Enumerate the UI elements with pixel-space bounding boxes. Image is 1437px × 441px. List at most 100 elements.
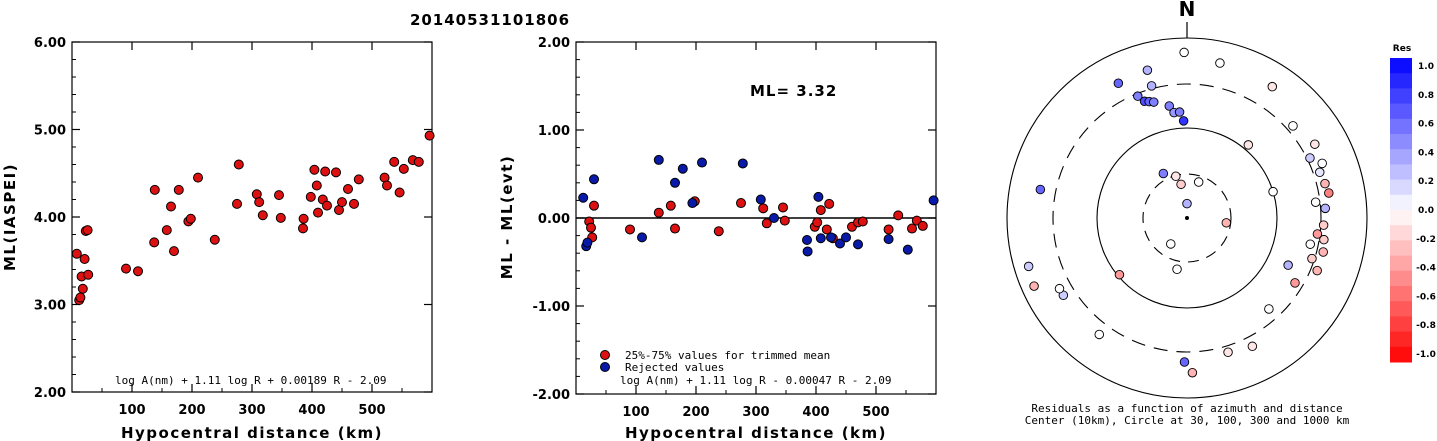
data-point [398,163,409,174]
data-point [185,213,196,224]
colorbar-cell [1390,255,1412,272]
left-data-points [71,130,435,306]
station-residual-point [1054,283,1065,294]
data-point [586,222,596,233]
rejected-point [815,233,826,244]
data-point [413,156,424,167]
data-point [349,198,359,209]
station-residual-point [1114,269,1125,280]
data-point [149,237,160,248]
rejected-point [928,195,939,206]
data-point [424,130,435,141]
rejected-point [826,232,836,243]
station-residual-point [1193,177,1204,187]
colorbar-cell [1390,346,1412,363]
colorbar-cell [1390,58,1412,74]
data-point [166,201,176,212]
colorbar-tick-label: 0.4 [1418,148,1434,158]
data-point [274,190,284,201]
station-residual-point [1223,347,1233,358]
data-point [173,184,184,195]
data-point [322,200,332,211]
station-residual-point [1310,197,1321,207]
legend-marker-rejected [600,362,610,372]
rejected-point [582,237,593,248]
left-formula: log A(nm) + 1.11 log R + 0.00189 R - 2.0… [115,374,387,387]
colorbar-cell [1390,225,1412,241]
colorbar-cell [1390,316,1412,333]
data-point [298,213,309,224]
legend-label-accepted: 25%-75% values for trimmed mean [625,349,830,362]
colorbar-cell [1390,179,1412,196]
station-residual-point [1283,260,1293,270]
station-residual-point [1142,65,1153,75]
station-residual-point [1178,116,1189,126]
data-point [169,246,179,257]
rejected-point [841,232,851,243]
data-point [298,223,308,234]
colorbar-tick-label: 1.0 [1418,62,1434,72]
data-point [917,220,928,231]
left-panel: 100 200 300 400 500 2.00 3.00 4.00 5.00 6.00 log … [1,36,435,441]
colorbar-cell [1390,134,1412,150]
y-tick-label: 4.00 [34,211,66,226]
colorbar-cell [1390,103,1412,120]
data-point [311,180,322,191]
data-point [133,266,143,277]
rejected-point [802,235,812,245]
colorbar-tick-label: -0.6 [1416,292,1436,302]
data-point [665,200,676,211]
y-tick-label: 6.00 [34,36,66,51]
station-residual-point [1319,234,1329,245]
event-center [1185,216,1189,220]
station-residual-point [1288,121,1298,131]
middle-xlabel: Hypocentral distance (km) [625,424,887,441]
data-point [77,283,88,294]
data-point [121,263,131,274]
x-tick-label: 500 [358,403,385,418]
polar-data-points [1023,47,1334,378]
ring-1000km [1006,37,1368,399]
data-point [161,225,172,236]
data-point [857,216,868,227]
colorbar-tick-label: -0.8 [1416,321,1436,331]
data-point [257,210,268,221]
x-tick-label: 500 [862,405,889,420]
y-tick-label: 1.00 [538,124,570,139]
data-point [394,187,405,198]
rejected-point [687,198,698,209]
x-tick-label: 400 [802,405,829,420]
station-residual-point [1149,97,1159,107]
data-point [309,164,320,175]
station-residual-point [1113,78,1124,89]
x-tick-label: 300 [742,405,769,420]
colorbar-tick-label: 0.2 [1418,177,1434,187]
data-point [883,224,894,235]
data-point [83,269,94,280]
station-residual-point [1320,178,1330,189]
station-residual-point [1172,264,1182,274]
data-point [233,159,244,170]
colorbar-tick-label: -0.4 [1416,264,1436,274]
data-point [812,217,823,228]
middle-panel: 100 200 300 400 500 -2.00 -1.00 0.00 1.00 2.00 ML… [498,36,939,441]
station-residual-point [1324,188,1334,198]
data-point [209,234,220,245]
colorbar-tick-label: -1.0 [1416,350,1436,360]
station-residual-point [1221,218,1232,228]
station-residual-point [1317,158,1327,169]
legend-marker-accepted [600,350,610,360]
rejected-point [853,239,863,250]
station-residual-point [1133,91,1143,101]
colorbar-cell [1390,240,1412,257]
data-point [313,207,323,218]
figure-title: 20140531101806 [410,11,570,29]
rejected-point [813,191,824,202]
polar-panel: N Residuals as a function of azimuth and… [1006,0,1368,427]
x-tick-label: 300 [238,403,265,418]
station-residual-point [1146,81,1157,91]
legend-label-rejected: Rejected values [625,361,724,374]
data-point [382,180,392,191]
x-tick-label: 100 [622,405,649,420]
